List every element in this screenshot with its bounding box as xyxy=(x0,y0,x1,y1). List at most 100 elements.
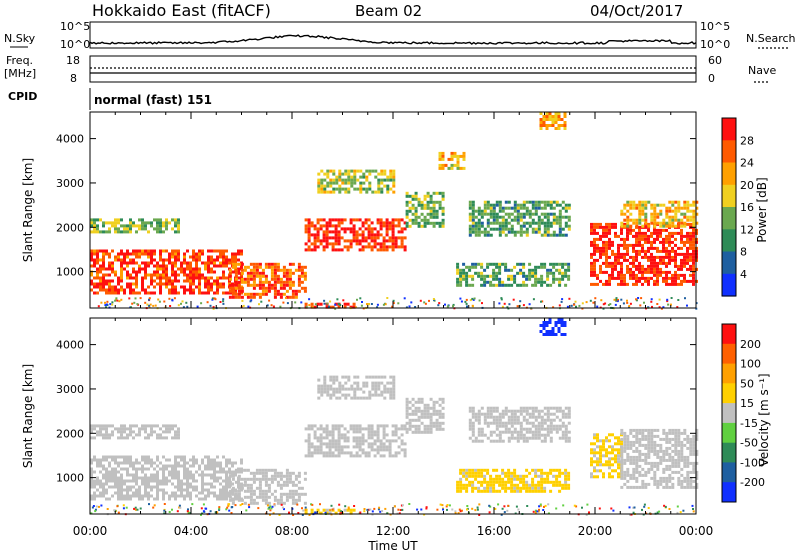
data-cell xyxy=(117,455,120,459)
data-cell xyxy=(231,295,235,299)
data-cell xyxy=(602,252,605,256)
data-cell xyxy=(546,221,550,225)
data-cell xyxy=(549,221,553,225)
data-cell xyxy=(677,273,680,277)
data-cell xyxy=(504,471,508,475)
data-cell xyxy=(90,430,93,434)
data-cell xyxy=(341,178,345,182)
data-cell xyxy=(204,267,207,271)
data-cell xyxy=(500,298,503,301)
data-cell xyxy=(222,282,225,286)
data-cell xyxy=(662,485,666,489)
data-cell xyxy=(189,473,192,477)
data-cell xyxy=(414,306,417,308)
data-cell xyxy=(564,436,568,440)
freq-unit-label: [MHz] xyxy=(4,67,36,80)
data-cell xyxy=(297,480,301,484)
data-cell xyxy=(486,274,490,278)
data-cell xyxy=(534,227,538,231)
data-cell xyxy=(322,233,326,237)
data-cell xyxy=(590,442,593,446)
data-cell xyxy=(162,230,165,234)
data-cell xyxy=(353,381,357,385)
data-cell xyxy=(108,267,111,271)
data-cell xyxy=(462,154,466,158)
data-cell xyxy=(528,262,532,266)
data-cell xyxy=(522,436,526,440)
data-cell xyxy=(558,262,562,266)
data-cell xyxy=(605,246,608,250)
data-cell xyxy=(264,265,268,269)
data-cell xyxy=(207,249,210,253)
data-cell xyxy=(192,288,195,292)
data-cell xyxy=(468,424,472,428)
data-cell xyxy=(561,215,565,219)
data-cell xyxy=(344,187,348,191)
data-cell xyxy=(686,446,690,450)
data-cell xyxy=(466,305,468,308)
data-cell xyxy=(334,227,338,231)
data-cell xyxy=(531,283,535,287)
data-cell xyxy=(638,206,642,210)
data-cell xyxy=(358,248,362,252)
data-cell xyxy=(471,486,475,490)
data-cell xyxy=(388,445,392,449)
data-cell xyxy=(144,252,147,256)
data-cell xyxy=(561,265,565,269)
data-cell xyxy=(477,262,481,266)
data-cell xyxy=(656,270,659,274)
data-cell xyxy=(507,277,511,281)
data-cell xyxy=(548,321,552,324)
data-cell xyxy=(608,282,611,286)
data-cell xyxy=(323,378,327,382)
data-cell xyxy=(240,458,243,462)
data-cell xyxy=(392,378,396,382)
data-cell xyxy=(258,277,262,281)
data-cell xyxy=(596,433,599,437)
data-cell xyxy=(441,427,445,431)
data-cell xyxy=(358,454,362,458)
power-cells xyxy=(90,112,699,310)
data-cell xyxy=(307,233,311,237)
data-cell xyxy=(377,187,381,191)
data-cell xyxy=(623,237,626,241)
data-cell xyxy=(177,436,180,440)
data-cell xyxy=(414,430,418,434)
data-cell xyxy=(686,258,689,262)
data-cell xyxy=(379,224,383,228)
data-cell xyxy=(671,443,675,447)
data-cell xyxy=(555,424,559,428)
data-cell xyxy=(322,236,326,240)
data-cell xyxy=(335,390,339,394)
colorbar-tick-label: 28 xyxy=(740,134,754,147)
data-cell xyxy=(385,230,389,234)
data-cell xyxy=(380,169,384,173)
data-cell xyxy=(237,280,241,284)
data-cell xyxy=(310,451,314,455)
data-cell xyxy=(319,433,323,437)
data-cell xyxy=(680,224,684,228)
data-cell xyxy=(174,455,177,459)
data-cell xyxy=(138,430,141,434)
data-cell xyxy=(659,249,662,253)
data-cell xyxy=(501,486,505,490)
data-cell xyxy=(659,255,662,259)
data-cell xyxy=(219,488,222,492)
data-cell xyxy=(165,267,168,271)
data-cell xyxy=(469,299,472,302)
data-cell xyxy=(186,264,189,268)
data-cell xyxy=(352,239,356,243)
cpid-text: normal (fast) 151 xyxy=(94,93,212,107)
data-cell xyxy=(617,298,619,301)
data-cell xyxy=(677,299,680,301)
data-cell xyxy=(420,203,424,207)
data-cell xyxy=(626,270,629,274)
data-cell xyxy=(231,289,235,293)
data-cell xyxy=(383,375,387,379)
data-cell xyxy=(662,218,666,222)
data-cell xyxy=(522,262,526,266)
data-cell xyxy=(313,436,317,440)
data-cell xyxy=(558,418,562,422)
data-cell xyxy=(210,255,213,259)
data-cell xyxy=(665,482,669,486)
